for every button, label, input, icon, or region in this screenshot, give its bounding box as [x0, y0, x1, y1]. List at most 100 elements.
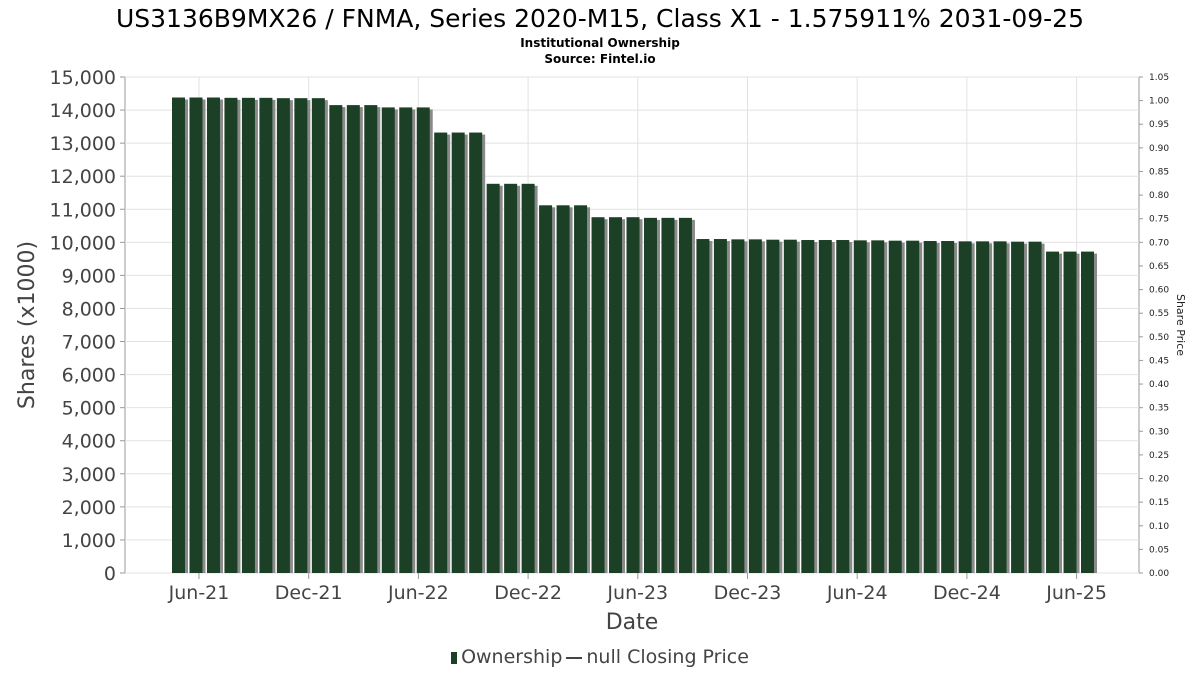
- y2-tick-label: 0.95: [1149, 120, 1169, 130]
- ownership-bar: [643, 217, 657, 573]
- y-tick-label: 15,000: [50, 67, 116, 89]
- ownership-bar: [906, 240, 920, 573]
- ownership-bar: [1046, 251, 1060, 574]
- y-tick-label: 6,000: [62, 365, 116, 387]
- ownership-bar: [346, 105, 360, 574]
- y2-tick-label: 0.80: [1149, 191, 1169, 201]
- x-tick-label: Dec-23: [714, 582, 782, 604]
- y2-tick-label: 0.00: [1149, 569, 1169, 579]
- ownership-bar: [941, 241, 955, 573]
- ownership-bar: [259, 97, 273, 573]
- ownership-bar: [923, 241, 937, 573]
- y-axis-title: Shares (x1000): [15, 241, 40, 409]
- y-tick-label: 11,000: [50, 199, 116, 221]
- y2-tick-label: 0.60: [1149, 286, 1169, 296]
- y-tick-label: 10,000: [50, 232, 116, 254]
- ownership-bar: [1081, 251, 1094, 574]
- x-tick-label: Dec-22: [494, 582, 562, 604]
- y-tick-label: 2,000: [62, 497, 116, 519]
- ownership-bar: [276, 98, 290, 574]
- x-tick-label: Jun-24: [826, 582, 888, 604]
- chart-subtitle-line-2: Source: Fintel.io: [544, 52, 655, 66]
- y-tick-label: 7,000: [62, 332, 116, 354]
- ownership-bar: [539, 205, 553, 574]
- ownership-bar: [381, 107, 395, 574]
- ownership-bar: [818, 240, 832, 573]
- ownership-bar: [766, 239, 780, 574]
- x-tick-label: Dec-21: [275, 582, 343, 604]
- legend-item-ownership: Ownership: [461, 646, 563, 668]
- y2-tick-label: 0.70: [1149, 238, 1169, 248]
- y2-tick-label: 0.15: [1149, 498, 1169, 508]
- ownership-bar: [661, 217, 675, 573]
- ownership-bar: [836, 240, 850, 573]
- ownership-bar: [1028, 241, 1042, 573]
- ownership-bar: [172, 97, 185, 573]
- ownership-bar: [783, 239, 797, 574]
- ownership-bar: [556, 205, 570, 574]
- chart-title: US3136B9MX26 / FNMA, Series 2020-M15, Cl…: [116, 4, 1084, 33]
- y2-tick-label: 0.30: [1149, 427, 1169, 437]
- y2-tick-label: 0.90: [1149, 144, 1169, 154]
- y-tick-label: 3,000: [62, 464, 116, 486]
- y-tick-label: 5,000: [62, 398, 116, 420]
- ownership-bar: [888, 240, 902, 573]
- y2-tick-label: 1.05: [1149, 73, 1169, 83]
- ownership-bar: [713, 239, 727, 573]
- ownership-bar: [1063, 251, 1077, 574]
- y-tick-label: 1,000: [62, 530, 116, 552]
- legend-item-closing-price: null Closing Price: [586, 646, 749, 668]
- y-axis-ticks: 0 1,000 2,000 3,000 4,000 5,000 6,000 7,000 8,00…: [50, 67, 125, 585]
- y2-tick-label: 0.05: [1149, 545, 1169, 555]
- y2-tick-label: 0.75: [1149, 215, 1169, 225]
- bars: [172, 97, 1097, 574]
- chart-subtitle-line-1: Institutional Ownership: [520, 36, 680, 50]
- ownership-bar: [241, 97, 255, 573]
- y-tick-label: 4,000: [62, 431, 116, 453]
- ownership-bar: [976, 241, 990, 573]
- ownership-bar: [871, 240, 885, 573]
- y-tick-label: 12,000: [50, 166, 116, 188]
- ownership-bar: [504, 183, 518, 573]
- y2-tick-label: 0.65: [1149, 262, 1169, 272]
- y2-tick-label: 0.10: [1149, 522, 1169, 532]
- ownership-bar: [1011, 241, 1025, 573]
- x-tick-label: Jun-22: [387, 582, 449, 604]
- ownership-bar: [206, 97, 220, 573]
- y2-tick-label: 1.00: [1149, 97, 1169, 107]
- y-tick-label: 9,000: [62, 265, 116, 287]
- ownership-bar: [434, 132, 448, 573]
- y2-axis-ticks: 0.00 0.05 0.10 0.15 0.20 0.25 0.30 0.35 0.40 0.45…: [1139, 73, 1169, 579]
- ownership-bar: [801, 240, 815, 573]
- x-tick-label: Jun-23: [606, 582, 668, 604]
- x-axis-title: Date: [606, 610, 659, 635]
- ownership-legend-swatch: [451, 651, 458, 664]
- y-tick-label: 0: [104, 563, 116, 585]
- ownership-bar: [224, 97, 238, 573]
- ownership-bar: [451, 132, 465, 573]
- y2-tick-label: 0.55: [1149, 309, 1169, 319]
- y2-tick-label: 0.40: [1149, 380, 1169, 390]
- x-tick-label: Jun-25: [1045, 582, 1107, 604]
- ownership-bar: [626, 217, 640, 573]
- y2-tick-label: 0.25: [1149, 451, 1169, 461]
- ownership-bar: [521, 183, 535, 573]
- ownership-bar: [853, 240, 867, 573]
- ownership-bar: [574, 205, 588, 574]
- ownership-bar: [189, 97, 203, 573]
- x-tick-label: Dec-24: [933, 582, 1001, 604]
- ownership-bar: [731, 239, 745, 573]
- y2-tick-label: 0.45: [1149, 356, 1169, 366]
- x-tick-label: Jun-21: [168, 582, 230, 604]
- ownership-bar: [311, 98, 325, 574]
- ownership-bar: [748, 239, 762, 573]
- x-axis-ticks: Jun-21 Dec-21 Jun-22 Dec-22 Jun-23 Dec-23 Jun-…: [168, 573, 1107, 604]
- ownership-bar: [416, 107, 430, 574]
- ownership-bar: [486, 183, 500, 573]
- ownership-bar: [696, 239, 710, 573]
- chart-legend: Ownership null Closing Price: [0, 646, 1200, 668]
- closing-price-legend-line: [566, 656, 583, 659]
- ownership-bar: [364, 105, 378, 574]
- y-tick-label: 14,000: [50, 100, 116, 122]
- ownership-bar: [469, 132, 483, 573]
